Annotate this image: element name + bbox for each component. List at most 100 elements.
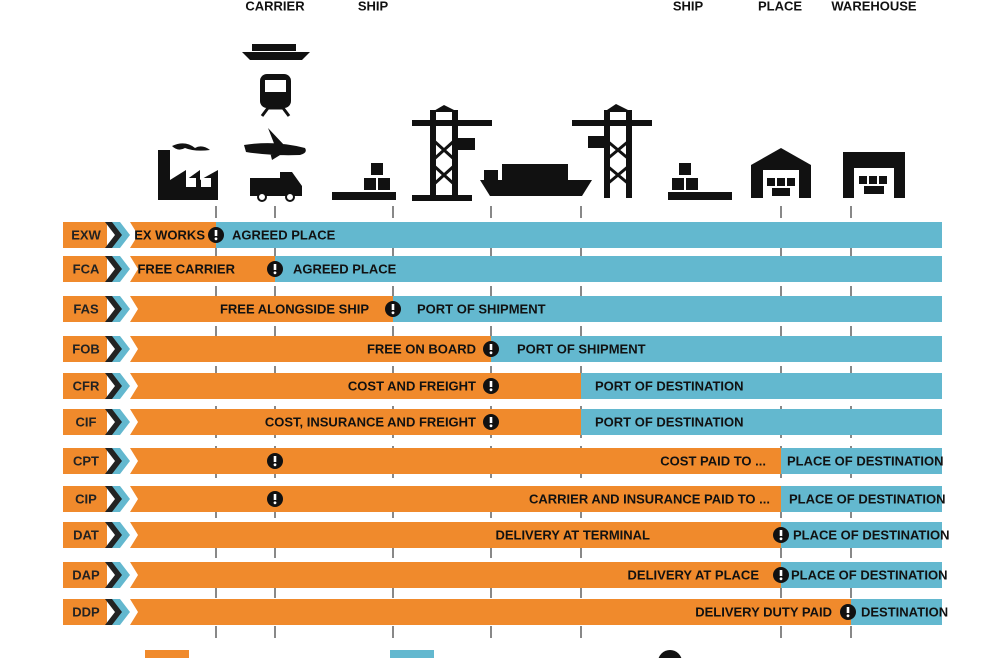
buyer-label: PLACE OF DESTINATION [789, 491, 945, 506]
buyer-label: AGREED PLACE [293, 261, 397, 276]
code-chevron [105, 599, 124, 625]
stage-label: CARRIER [245, 0, 305, 13]
seller-label: COST, INSURANCE AND FREIGHT [265, 414, 476, 429]
seller-bar [130, 562, 781, 588]
term-code: DAP [72, 567, 100, 582]
risk-marker-dot [214, 237, 218, 241]
risk-marker-bang [779, 530, 783, 536]
buyer-label: DESTINATION [861, 604, 948, 619]
seller-bar [130, 256, 275, 282]
cargo-ship-icon [480, 164, 592, 196]
term-code: CIP [75, 491, 97, 506]
code-box [63, 448, 107, 474]
code-chevron [105, 256, 124, 282]
risk-marker-dot [489, 424, 493, 428]
seller-bar [130, 448, 781, 474]
code-chevron [112, 256, 130, 282]
risk-marker-bang [273, 494, 277, 500]
risk-marker-dot [489, 351, 493, 355]
stage-label: WAREHOUSE [831, 0, 917, 13]
code-chevron [112, 448, 130, 474]
seller-bar [130, 409, 581, 435]
code-box [63, 522, 107, 548]
risk-marker-bang [391, 304, 395, 310]
buyer-bar [491, 336, 942, 362]
risk-marker-bang [489, 417, 493, 423]
term-code: DAT [73, 527, 99, 542]
term-code: CPT [73, 453, 99, 468]
risk-marker-bang [489, 344, 493, 350]
code-box [63, 336, 107, 362]
seller-label: DELIVERY DUTY PAID [695, 604, 832, 619]
risk-marker-bang [273, 456, 277, 462]
seller-label: FREE CARRIER [137, 261, 235, 276]
code-box [63, 222, 107, 248]
buyer-bar [781, 486, 942, 512]
stage-label: SHIP [673, 0, 704, 13]
buyer-label: PLACE OF DESTINATION [787, 453, 943, 468]
seller-bar [130, 222, 216, 248]
buyer-bar [275, 256, 942, 282]
seller-label: EX WORKS [134, 227, 205, 242]
legend-seller-swatch [145, 650, 189, 663]
code-chevron [112, 336, 130, 362]
term-code: FAS [73, 301, 99, 316]
stage-label: PLACE [758, 0, 802, 13]
risk-marker-bang [273, 264, 277, 270]
buyer-label: PLACE OF DESTINATION [793, 527, 949, 542]
stage-label: SHIP [358, 0, 389, 13]
code-box [63, 486, 107, 512]
seller-bar [130, 599, 851, 625]
risk-marker-bang [846, 607, 850, 613]
seller-label: FREE ALONGSIDE SHIP [220, 301, 369, 316]
risk-marker-bang [779, 570, 783, 576]
seller-label: DELIVERY AT TERMINAL [495, 527, 650, 542]
buyer-bar [781, 522, 942, 548]
icons [158, 44, 905, 202]
code-box [63, 256, 107, 282]
risk-marker-dot [273, 463, 277, 467]
buyer-label: PORT OF DESTINATION [595, 378, 744, 393]
code-chevron [112, 599, 130, 625]
code-chevron [105, 409, 124, 435]
seller-label: COST PAID TO ... [660, 453, 766, 468]
buyer-bar [581, 409, 942, 435]
risk-marker-dot [779, 577, 783, 581]
buyer-bar [781, 562, 942, 588]
code-chevron [105, 222, 124, 248]
risk-marker-dot [489, 388, 493, 392]
seller-bar [130, 296, 393, 322]
code-chevron [112, 486, 130, 512]
term-code: EXW [71, 227, 101, 242]
risk-marker-bang [489, 381, 493, 387]
legend-buyer-swatch [390, 650, 434, 663]
risk-marker-dot [846, 614, 850, 618]
seller-bar [130, 373, 581, 399]
seller-label: COST AND FREIGHT [348, 378, 476, 393]
term-code: FOB [72, 341, 99, 356]
code-box [63, 562, 107, 588]
ship-icon [242, 44, 310, 60]
code-chevron [105, 562, 124, 588]
code-chevron [105, 448, 124, 474]
buyer-label: PORT OF SHIPMENT [417, 301, 546, 316]
crane-icon [412, 105, 492, 201]
pallet-icon [332, 192, 396, 200]
code-chevron [112, 522, 130, 548]
term-code: DDP [72, 604, 100, 619]
code-chevron [105, 336, 124, 362]
buyer-bar [781, 448, 942, 474]
code-chevron [112, 296, 130, 322]
factory-icon [158, 150, 218, 200]
seller-bar [130, 486, 781, 512]
term-code: CFR [73, 378, 100, 393]
crane-icon [572, 104, 652, 198]
code-box [63, 409, 107, 435]
code-chevron [112, 409, 130, 435]
seller-label: DELIVERY AT PLACE [628, 567, 760, 582]
code-chevron [105, 522, 124, 548]
code-chevron [112, 222, 130, 248]
term-code: CIF [76, 414, 97, 429]
seller-bar [130, 336, 491, 362]
